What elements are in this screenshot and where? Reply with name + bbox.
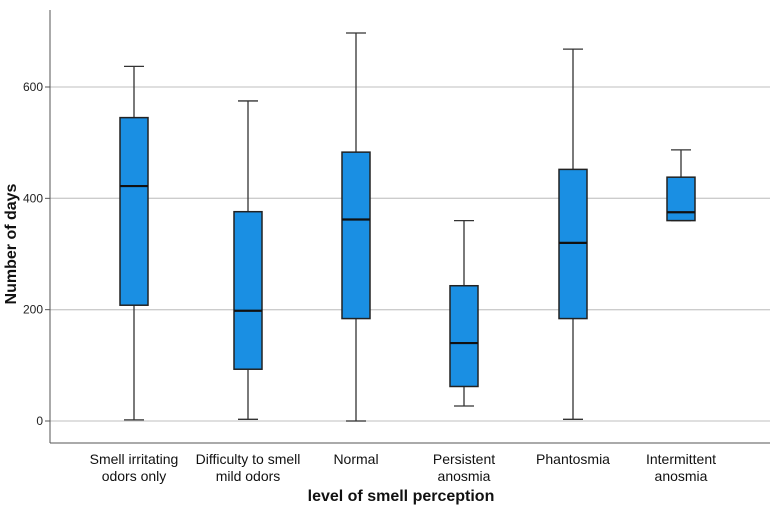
iqr-box	[119, 116, 149, 306]
boxes	[119, 32, 696, 422]
iqr-box	[341, 151, 371, 320]
iqr-box	[666, 176, 696, 222]
x-category-label-6-line-2: anosmia	[655, 468, 708, 484]
iqr-box	[233, 210, 263, 370]
box-group-6	[666, 149, 696, 222]
x-category-label-4-line-2: anosmia	[438, 468, 491, 484]
x-category-label-2-line-1: Difficulty to smell	[196, 451, 301, 467]
x-category-label-1-line-2: odors only	[102, 468, 167, 484]
y-tick-label-0: 0	[36, 414, 43, 428]
grid-lines	[50, 86, 770, 422]
x-category-label-5-line-1: Phantosmia	[536, 451, 610, 467]
y-tick-label-600: 600	[23, 80, 43, 94]
iqr-box	[558, 168, 588, 320]
box-group-1	[119, 65, 149, 421]
axes	[45, 10, 770, 444]
y-tick-label-400: 400	[23, 191, 43, 205]
box-group-2	[233, 100, 263, 420]
box-group-5	[558, 48, 588, 420]
box-group-3	[341, 32, 371, 422]
x-category-label-1-line-1: Smell irritating	[90, 451, 179, 467]
iqr-box	[449, 284, 479, 388]
x-category-label-3-line-1: Normal	[333, 451, 378, 467]
box-group-4	[449, 219, 479, 407]
x-category-label-4-line-1: Persistent	[433, 451, 495, 467]
x-axis-title: level of smell perception	[308, 488, 495, 505]
y-tick-label-200: 200	[23, 303, 43, 317]
y-axis-title: Number of days	[3, 183, 20, 304]
x-category-label-2-line-2: mild odors	[216, 468, 281, 484]
x-category-label-6-line-1: Intermittent	[646, 451, 716, 467]
